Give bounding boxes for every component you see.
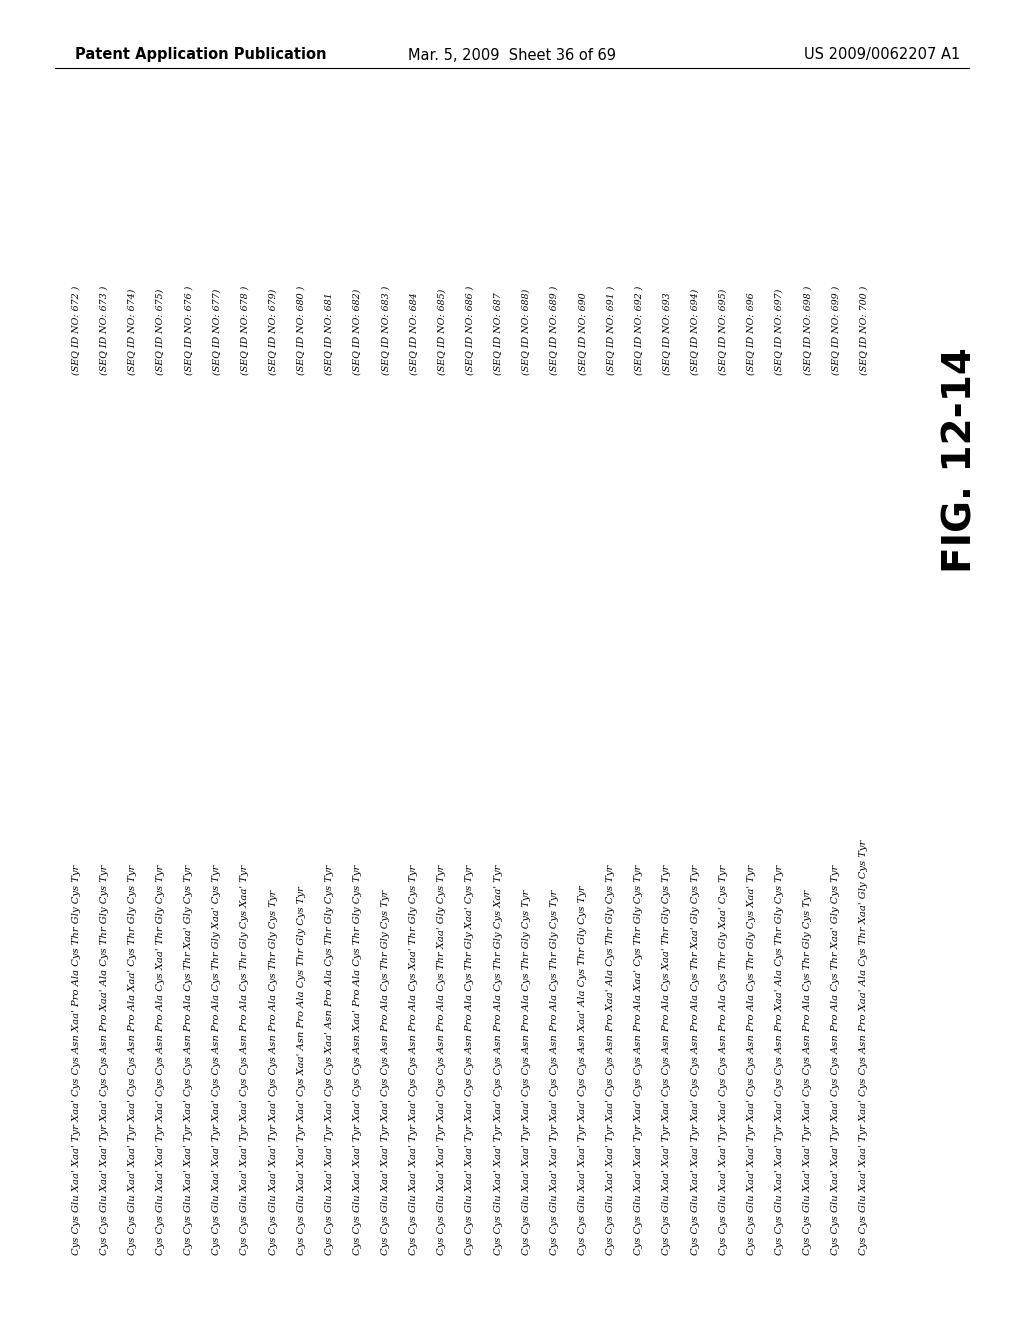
Text: Cys Cys Glu Xaa' Xaa' Tyr Xaa' Cys Cys Asn Pro Ala Cys Thr Gly Cys Xaa' Tyr: Cys Cys Glu Xaa' Xaa' Tyr Xaa' Cys Cys A… — [494, 865, 503, 1255]
Text: Cys Cys Glu Xaa' Xaa' Tyr Xaa' Cys Cys Asn Pro Ala Cys Thr Gly Cys Tyr: Cys Cys Glu Xaa' Xaa' Tyr Xaa' Cys Cys A… — [381, 890, 390, 1255]
Text: (SEQ ID NO: 693: (SEQ ID NO: 693 — [663, 292, 672, 375]
Text: (SEQ ID NO: 691 ): (SEQ ID NO: 691 ) — [606, 285, 615, 375]
Text: Cys Cys Glu Xaa' Xaa' Tyr Xaa' Cys Cys Asn Pro Ala Cys Thr Gly Xaa' Cys Tyr: Cys Cys Glu Xaa' Xaa' Tyr Xaa' Cys Cys A… — [466, 865, 474, 1255]
Text: (SEQ ID NO: 675): (SEQ ID NO: 675) — [156, 289, 165, 375]
Text: Cys Cys Glu Xaa' Xaa' Tyr Xaa' Cys Cys Asn Pro Ala Cys Thr Gly Cys Tyr: Cys Cys Glu Xaa' Xaa' Tyr Xaa' Cys Cys A… — [268, 890, 278, 1255]
Text: (SEQ ID NO: 692 ): (SEQ ID NO: 692 ) — [634, 285, 643, 375]
Text: Cys Cys Glu Xaa' Xaa' Tyr Xaa' Cys Cys Asn Pro Ala Cys Thr Gly Xaa' Cys Tyr: Cys Cys Glu Xaa' Xaa' Tyr Xaa' Cys Cys A… — [719, 865, 728, 1255]
Text: Cys Cys Glu Xaa' Xaa' Tyr Xaa' Cys Cys Asn Pro Ala Xaa' Cys Thr Gly Cys Tyr: Cys Cys Glu Xaa' Xaa' Tyr Xaa' Cys Cys A… — [634, 865, 643, 1255]
Text: Cys Cys Glu Xaa' Xaa' Tyr Xaa' Cys Cys Asn Pro Ala Cys Thr Gly Xaa' Cys Tyr: Cys Cys Glu Xaa' Xaa' Tyr Xaa' Cys Cys A… — [212, 865, 221, 1255]
Text: Patent Application Publication: Patent Application Publication — [75, 48, 327, 62]
Text: Cys Cys Glu Xaa' Xaa' Tyr Xaa' Cys Xaa' Asn Pro Ala Cys Thr Gly Cys Tyr: Cys Cys Glu Xaa' Xaa' Tyr Xaa' Cys Xaa' … — [297, 886, 306, 1255]
Text: (SEQ ID NO: 673 ): (SEQ ID NO: 673 ) — [99, 285, 109, 375]
Text: FIG. 12-14: FIG. 12-14 — [941, 347, 979, 573]
Text: (SEQ ID NO: 684: (SEQ ID NO: 684 — [410, 292, 418, 375]
Text: Cys Cys Glu Xaa' Xaa' Tyr Xaa' Cys Cys Asn Pro Xaa' Ala Cys Thr Gly Cys Tyr: Cys Cys Glu Xaa' Xaa' Tyr Xaa' Cys Cys A… — [99, 865, 109, 1255]
Text: Cys Cys Glu Xaa' Xaa' Tyr Xaa' Cys Cys Asn Pro Ala Cys Thr Gly Cys Xaa' Tyr: Cys Cys Glu Xaa' Xaa' Tyr Xaa' Cys Cys A… — [746, 865, 756, 1255]
Text: Cys Cys Glu Xaa' Xaa' Tyr Xaa' Cys Cys Asn Pro Xaa' Ala Cys Thr Xaa' Gly Cys Tyr: Cys Cys Glu Xaa' Xaa' Tyr Xaa' Cys Cys A… — [859, 840, 868, 1255]
Text: Cys Cys Glu Xaa' Xaa' Tyr Xaa' Cys Cys Asn Pro Ala Cys Thr Xaa' Gly Cys Tyr: Cys Cys Glu Xaa' Xaa' Tyr Xaa' Cys Cys A… — [690, 865, 699, 1255]
Text: Cys Cys Glu Xaa' Xaa' Tyr Xaa' Cys Cys Asn Xaa' Ala Cys Thr Gly Cys Tyr: Cys Cys Glu Xaa' Xaa' Tyr Xaa' Cys Cys A… — [579, 886, 587, 1255]
Text: (SEQ ID NO: 698 ): (SEQ ID NO: 698 ) — [803, 285, 812, 375]
Text: Cys Cys Glu Xaa' Xaa' Tyr Xaa' Cys Cys Asn Pro Ala Cys Thr Gly Cys Tyr: Cys Cys Glu Xaa' Xaa' Tyr Xaa' Cys Cys A… — [522, 890, 530, 1255]
Text: (SEQ ID NO: 695): (SEQ ID NO: 695) — [719, 289, 728, 375]
Text: Cys Cys Glu Xaa' Xaa' Tyr Xaa' Cys Cys Asn Pro Ala Cys Thr Gly Cys Tyr: Cys Cys Glu Xaa' Xaa' Tyr Xaa' Cys Cys A… — [550, 890, 559, 1255]
Text: (SEQ ID NO: 676 ): (SEQ ID NO: 676 ) — [184, 285, 194, 375]
Text: (SEQ ID NO: 687: (SEQ ID NO: 687 — [494, 292, 503, 375]
Text: (SEQ ID NO: 686 ): (SEQ ID NO: 686 ) — [466, 285, 474, 375]
Text: Cys Cys Glu Xaa' Xaa' Tyr Xaa' Cys Cys Asn Xaa' Pro Ala Cys Thr Gly Cys Tyr: Cys Cys Glu Xaa' Xaa' Tyr Xaa' Cys Cys A… — [353, 865, 361, 1255]
Text: (SEQ ID NO: 679): (SEQ ID NO: 679) — [268, 289, 278, 375]
Text: (SEQ ID NO: 685): (SEQ ID NO: 685) — [437, 289, 446, 375]
Text: (SEQ ID NO: 690: (SEQ ID NO: 690 — [579, 292, 587, 375]
Text: (SEQ ID NO: 689 ): (SEQ ID NO: 689 ) — [550, 285, 559, 375]
Text: (SEQ ID NO: 696: (SEQ ID NO: 696 — [746, 292, 756, 375]
Text: (SEQ ID NO: 700 ): (SEQ ID NO: 700 ) — [859, 285, 868, 375]
Text: (SEQ ID NO: 683 ): (SEQ ID NO: 683 ) — [381, 285, 390, 375]
Text: Cys Cys Glu Xaa' Xaa' Tyr Xaa' Cys Cys Asn Pro Ala Cys Thr Gly Cys Tyr: Cys Cys Glu Xaa' Xaa' Tyr Xaa' Cys Cys A… — [803, 890, 812, 1255]
Text: (SEQ ID NO: 672 ): (SEQ ID NO: 672 ) — [72, 285, 81, 375]
Text: Cys Cys Glu Xaa' Xaa' Tyr Xaa' Cys Cys Asn Pro Xaa' Ala Cys Thr Gly Cys Tyr: Cys Cys Glu Xaa' Xaa' Tyr Xaa' Cys Cys A… — [775, 865, 784, 1255]
Text: (SEQ ID NO: 694): (SEQ ID NO: 694) — [690, 289, 699, 375]
Text: (SEQ ID NO: 699 ): (SEQ ID NO: 699 ) — [831, 285, 841, 375]
Text: (SEQ ID NO: 681: (SEQ ID NO: 681 — [325, 292, 334, 375]
Text: Cys Cys Glu Xaa' Xaa' Tyr Xaa' Cys Cys Asn Pro Ala Xaa' Cys Thr Gly Cys Tyr: Cys Cys Glu Xaa' Xaa' Tyr Xaa' Cys Cys A… — [128, 865, 137, 1255]
Text: (SEQ ID NO: 697): (SEQ ID NO: 697) — [775, 289, 784, 375]
Text: Cys Cys Glu Xaa' Xaa' Tyr Xaa' Cys Cys Xaa' Asn Pro Ala Cys Thr Gly Cys Tyr: Cys Cys Glu Xaa' Xaa' Tyr Xaa' Cys Cys X… — [325, 865, 334, 1255]
Text: Cys Cys Glu Xaa' Xaa' Tyr Xaa' Cys Cys Asn Pro Ala Cys Xaa' Thr Gly Cys Tyr: Cys Cys Glu Xaa' Xaa' Tyr Xaa' Cys Cys A… — [410, 865, 418, 1255]
Text: Cys Cys Glu Xaa' Xaa' Tyr Xaa' Cys Cys Asn Pro Ala Cys Thr Gly Cys Xaa' Tyr: Cys Cys Glu Xaa' Xaa' Tyr Xaa' Cys Cys A… — [241, 865, 250, 1255]
Text: (SEQ ID NO: 674): (SEQ ID NO: 674) — [128, 289, 137, 375]
Text: (SEQ ID NO: 678 ): (SEQ ID NO: 678 ) — [241, 285, 250, 375]
Text: Mar. 5, 2009  Sheet 36 of 69: Mar. 5, 2009 Sheet 36 of 69 — [408, 48, 616, 62]
Text: Cys Cys Glu Xaa' Xaa' Tyr Xaa' Cys Cys Asn Pro Xaa' Ala Cys Thr Gly Cys Tyr: Cys Cys Glu Xaa' Xaa' Tyr Xaa' Cys Cys A… — [606, 865, 615, 1255]
Text: Cys Cys Glu Xaa' Xaa' Tyr Xaa' Cys Cys Asn Pro Ala Cys Thr Xaa' Gly Cys Tyr: Cys Cys Glu Xaa' Xaa' Tyr Xaa' Cys Cys A… — [184, 865, 194, 1255]
Text: Cys Cys Glu Xaa' Xaa' Tyr Xaa' Cys Cys Asn Pro Ala Cys Thr Xaa' Gly Cys Tyr: Cys Cys Glu Xaa' Xaa' Tyr Xaa' Cys Cys A… — [437, 865, 446, 1255]
Text: (SEQ ID NO: 682): (SEQ ID NO: 682) — [353, 289, 361, 375]
Text: Cys Cys Glu Xaa' Xaa' Tyr Xaa' Cys Cys Asn Pro Ala Cys Xaa' Thr Gly Cys Tyr: Cys Cys Glu Xaa' Xaa' Tyr Xaa' Cys Cys A… — [663, 865, 672, 1255]
Text: Cys Cys Glu Xaa' Xaa' Tyr Xaa' Cys Cys Asn Pro Ala Cys Xaa' Thr Gly Cys Tyr: Cys Cys Glu Xaa' Xaa' Tyr Xaa' Cys Cys A… — [156, 865, 165, 1255]
Text: (SEQ ID NO: 680 ): (SEQ ID NO: 680 ) — [297, 285, 306, 375]
Text: US 2009/0062207 A1: US 2009/0062207 A1 — [804, 48, 961, 62]
Text: (SEQ ID NO: 677): (SEQ ID NO: 677) — [212, 289, 221, 375]
Text: Cys Cys Glu Xaa' Xaa' Tyr Xaa' Cys Cys Asn Pro Ala Cys Thr Xaa' Gly Cys Tyr: Cys Cys Glu Xaa' Xaa' Tyr Xaa' Cys Cys A… — [831, 865, 841, 1255]
Text: (SEQ ID NO: 688): (SEQ ID NO: 688) — [522, 289, 530, 375]
Text: Cys Cys Glu Xaa' Xaa' Tyr Xaa' Cys Cys Asn Xaa' Pro Ala Cys Thr Gly Cys Tyr: Cys Cys Glu Xaa' Xaa' Tyr Xaa' Cys Cys A… — [72, 865, 81, 1255]
